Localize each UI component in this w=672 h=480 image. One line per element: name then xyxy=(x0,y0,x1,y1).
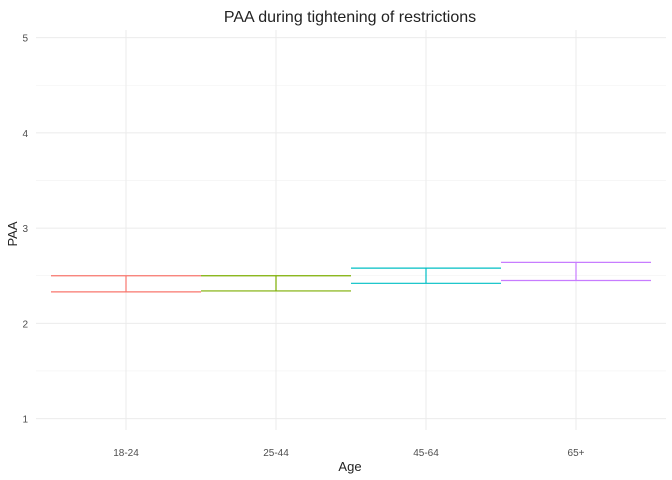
x-tick-label: 18-24 xyxy=(113,448,139,459)
y-tick-label: 1 xyxy=(22,415,28,426)
error-bar-65+ xyxy=(501,261,651,282)
x-axis-title: Age xyxy=(338,459,361,474)
error-bars xyxy=(51,261,651,293)
error-bar-25-44 xyxy=(201,275,351,292)
y-tick-label: 3 xyxy=(22,224,28,235)
error-bar-18-24 xyxy=(51,275,201,293)
y-tick-label: 2 xyxy=(22,319,28,330)
y-axis-ticks: 1 2 3 4 5 xyxy=(22,34,28,426)
error-bar-45-64 xyxy=(351,267,501,284)
y-tick-label: 5 xyxy=(22,34,28,45)
chart-title: PAA during tightening of restrictions xyxy=(224,9,476,26)
y-tick-label: 4 xyxy=(22,129,28,140)
y-axis-title: PAA xyxy=(5,221,20,246)
grid xyxy=(36,30,666,430)
x-tick-label: 65+ xyxy=(568,448,585,459)
x-tick-label: 25-44 xyxy=(263,448,289,459)
x-tick-label: 45-64 xyxy=(413,448,439,459)
x-axis-ticks: 18-24 25-44 45-64 65+ xyxy=(113,448,584,459)
